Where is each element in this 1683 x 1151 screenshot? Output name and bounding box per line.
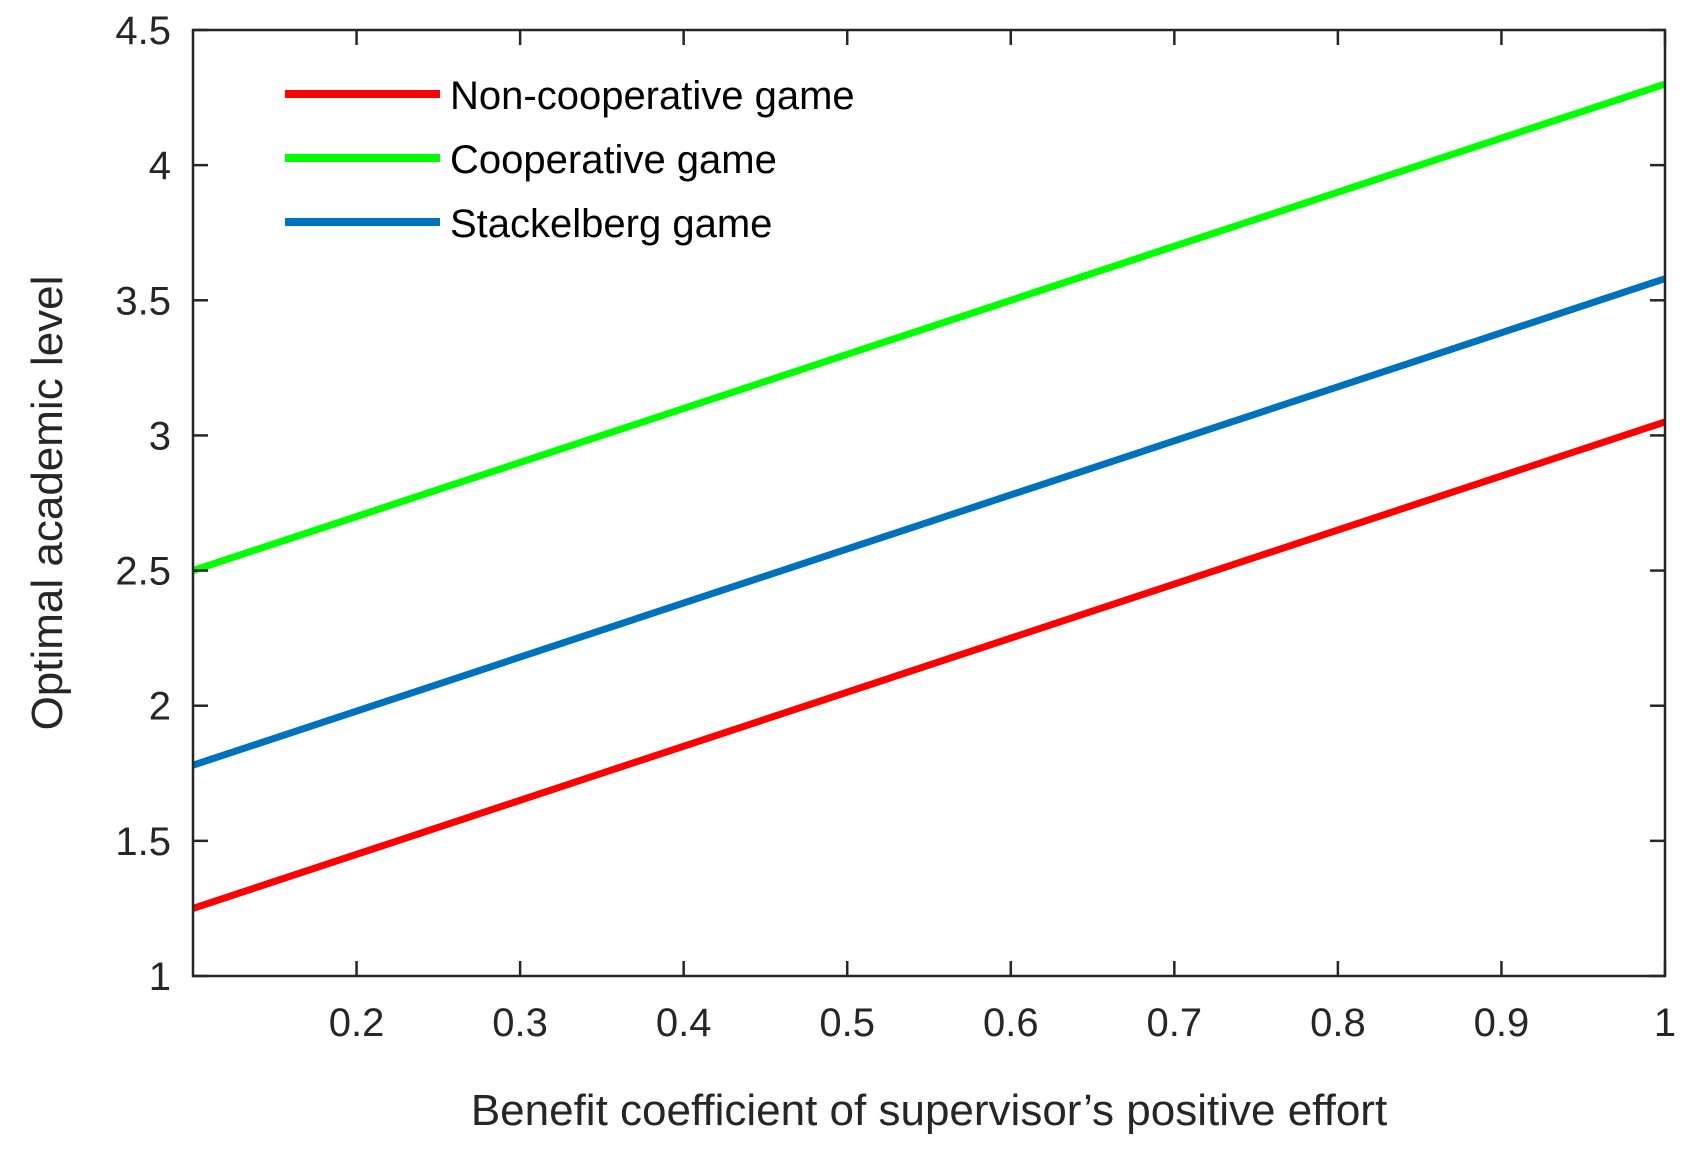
tick-layer: 0.2 0.3 0.4 0.5 0.6 0.7 0.8 0.9 1 1 1.5 2 2.5 3 3.5 4 4.…	[115, 9, 1676, 1045]
x-tick-label: 0.6	[983, 1001, 1039, 1045]
legend-label: Non-cooperative game	[450, 74, 855, 118]
y-tick-label: 2.5	[115, 550, 171, 594]
x-tick-label: 0.4	[656, 1001, 712, 1045]
x-tick-label: 0.7	[1147, 1001, 1203, 1045]
y-tick-label: 3	[149, 414, 171, 458]
x-tick-label: 0.9	[1474, 1001, 1530, 1045]
series-line-2	[191, 275, 1667, 769]
legend: Non-cooperative game Cooperative game St…	[285, 74, 855, 246]
y-tick-label: 3.5	[115, 279, 171, 323]
series-line-1	[191, 80, 1667, 574]
x-tick-label: 0.3	[492, 1001, 548, 1045]
y-tick-label: 1.5	[115, 820, 171, 864]
y-tick-label: 1	[149, 955, 171, 999]
y-tick-label: 4	[149, 144, 171, 188]
legend-label: Stackelberg game	[450, 202, 772, 246]
x-tick-label: 0.8	[1310, 1001, 1366, 1045]
plot-frame	[191, 28, 1667, 978]
y-axis-title: Optimal academic level	[23, 276, 72, 731]
series-layer	[191, 80, 1667, 912]
x-tick-label: 1	[1654, 1001, 1676, 1045]
y-tick-label: 2	[149, 685, 171, 729]
legend-label: Cooperative game	[450, 138, 777, 182]
x-tick-label: 0.2	[329, 1001, 385, 1045]
series-line-0	[191, 418, 1667, 912]
y-tick-label: 4.5	[115, 9, 171, 53]
x-tick-label: 0.5	[819, 1001, 875, 1045]
x-axis-title: Benefit coefficient of supervisor’s posi…	[471, 1086, 1387, 1135]
